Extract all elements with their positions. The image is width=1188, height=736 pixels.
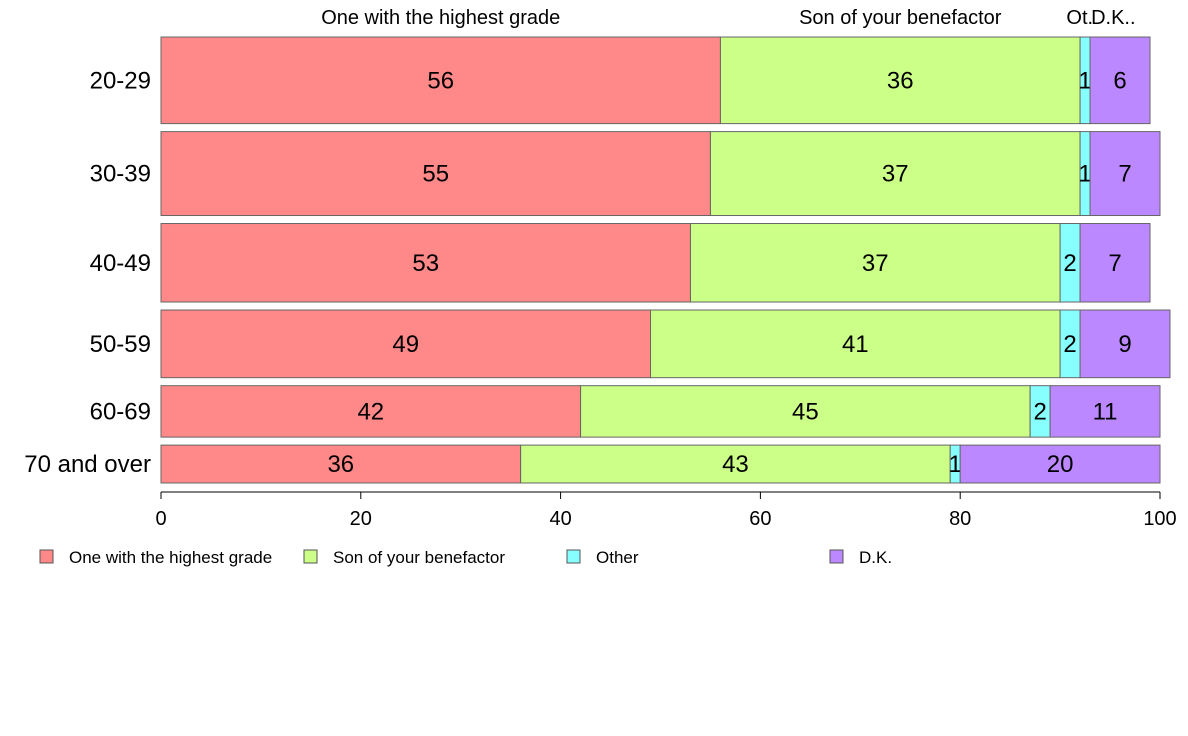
bar-segment xyxy=(719,36,1081,125)
value-label: 37 xyxy=(882,161,909,188)
x-tick-label: 60 xyxy=(749,508,771,530)
value-label: 9 xyxy=(1118,331,1131,358)
value-label: 53 xyxy=(412,250,439,277)
bar-segment xyxy=(959,444,1161,484)
x-tick-label: 80 xyxy=(949,508,971,530)
value-label: 7 xyxy=(1108,250,1121,277)
bar-segment xyxy=(160,309,652,379)
value-label: 1 xyxy=(1078,161,1091,188)
bar-segment xyxy=(1089,36,1151,125)
top-segment-labels: One with the highest grade Son of your be… xyxy=(321,7,1135,29)
legend-item: Other xyxy=(566,548,639,567)
bar-row-4: 60-69 42 45 2 11 xyxy=(90,385,1161,438)
legend-swatch xyxy=(829,549,844,564)
bar-row-1: 30-39 55 37 1 7 xyxy=(90,131,1161,217)
value-label: 2 xyxy=(1063,250,1076,277)
bar-segment xyxy=(160,223,691,303)
bar-row-2: 40-49 53 37 2 7 xyxy=(90,223,1151,303)
legend-swatch xyxy=(566,549,581,564)
legend-label: Other xyxy=(596,548,639,567)
bar-segment xyxy=(1089,131,1161,217)
bar-segment xyxy=(520,444,951,484)
bar-segment xyxy=(709,131,1081,217)
legend-swatch xyxy=(303,549,318,564)
legend-item: Son of your benefactor xyxy=(303,548,505,567)
legend: One with the highest grade Son of your be… xyxy=(39,548,892,567)
bar-row-5: 70 and over 36 43 1 20 xyxy=(24,444,1161,484)
bar-segment xyxy=(689,223,1061,303)
bar-segment xyxy=(580,385,1031,438)
bar-row-0: 20-29 56 36 1 6 xyxy=(90,36,1151,125)
category-label: 30-39 xyxy=(90,161,151,188)
bar-segment xyxy=(160,131,711,217)
top-label-dk: D.K.. xyxy=(1091,7,1135,29)
bar-row-3: 50-59 49 41 2 9 xyxy=(90,309,1171,379)
value-label: 56 xyxy=(427,67,454,94)
value-label: 41 xyxy=(842,331,869,358)
category-label: 60-69 xyxy=(90,398,151,425)
category-label: 20-29 xyxy=(90,67,151,94)
legend-item: D.K. xyxy=(829,548,892,567)
bar-segment xyxy=(1079,309,1171,379)
value-label: 36 xyxy=(327,451,354,478)
category-label: 70 and over xyxy=(24,451,151,478)
legend-label: Son of your benefactor xyxy=(333,548,505,567)
value-label: 7 xyxy=(1118,161,1131,188)
value-label: 20 xyxy=(1047,451,1074,478)
legend-swatch xyxy=(39,549,54,564)
value-label: 37 xyxy=(862,250,889,277)
bar-segment xyxy=(1049,385,1161,438)
x-axis: 0 20 40 60 80 100 xyxy=(155,491,1177,530)
value-label: 55 xyxy=(422,161,449,188)
bar-rows: 20-29 56 36 1 630-39 55 37 1 740-49 53 37 2 750-59 49… xyxy=(24,36,1171,484)
top-label-other: Ot. xyxy=(1066,7,1093,29)
value-label: 11 xyxy=(1093,398,1118,425)
value-label: 45 xyxy=(792,398,819,425)
value-label: 49 xyxy=(392,331,419,358)
bar-segment xyxy=(1079,223,1151,303)
x-tick-label: 100 xyxy=(1143,508,1176,530)
category-label: 40-49 xyxy=(90,250,151,277)
bar-segment xyxy=(160,36,721,125)
top-label-benefactor: Son of your benefactor xyxy=(799,7,1002,29)
value-label: 43 xyxy=(722,451,749,478)
x-tick-label: 0 xyxy=(155,508,166,530)
value-label: 2 xyxy=(1033,398,1046,425)
value-label: 1 xyxy=(1078,67,1091,94)
value-label: 1 xyxy=(949,451,962,478)
top-label-highest-grade: One with the highest grade xyxy=(321,7,560,29)
value-label: 36 xyxy=(887,67,914,94)
legend-label: One with the highest grade xyxy=(69,548,272,567)
legend-item: One with the highest grade xyxy=(39,548,272,567)
category-label: 50-59 xyxy=(90,331,151,358)
bar-segment xyxy=(650,309,1061,379)
legend-label: D.K. xyxy=(859,548,892,567)
value-label: 2 xyxy=(1063,331,1076,358)
value-label: 6 xyxy=(1113,67,1126,94)
value-label: 42 xyxy=(357,398,384,425)
x-tick-label: 20 xyxy=(350,508,372,530)
x-tick-label: 40 xyxy=(549,508,571,530)
